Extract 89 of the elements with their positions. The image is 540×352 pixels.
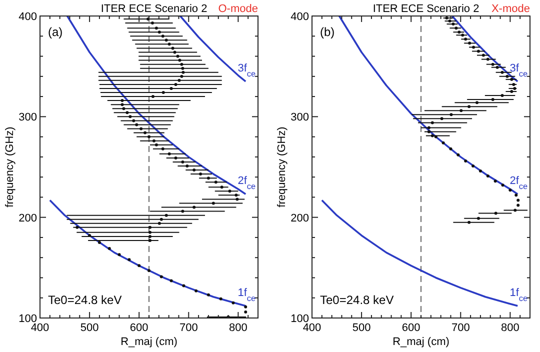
line-series <box>49 199 247 307</box>
point <box>452 22 455 26</box>
point <box>427 130 430 134</box>
series-label: 3f$_{ce}$ <box>510 62 528 78</box>
y-tick-label: 300 <box>290 112 309 124</box>
point <box>494 180 497 183</box>
point <box>494 212 498 215</box>
line-series <box>338 15 519 196</box>
annotation: Te0=24.8 keV <box>48 293 122 307</box>
point <box>430 121 434 124</box>
point <box>508 188 512 192</box>
x-tick-label: 500 <box>80 322 99 334</box>
y-tick-label: 200 <box>290 212 309 224</box>
point <box>440 117 444 120</box>
line-series <box>179 15 247 82</box>
y-tick-label: 400 <box>290 11 309 23</box>
point <box>461 34 464 37</box>
x-axis-title: R_maj (cm) <box>120 336 178 348</box>
point <box>476 50 480 53</box>
point <box>491 62 494 66</box>
line-series <box>321 199 519 307</box>
point <box>468 105 471 108</box>
series-label: 1f$_{ce}$ <box>510 286 528 302</box>
x-tick-label: 700 <box>179 322 198 334</box>
point <box>500 70 504 74</box>
point <box>472 164 475 168</box>
point <box>464 38 468 41</box>
point <box>501 184 504 187</box>
point <box>445 16 448 20</box>
line-series <box>451 15 519 82</box>
point <box>449 147 452 150</box>
point <box>506 74 509 78</box>
series-label: 1f$_{ce}$ <box>238 286 256 302</box>
point <box>478 170 482 173</box>
x-tick-label: 800 <box>229 322 248 334</box>
point <box>486 58 490 61</box>
point <box>513 86 516 90</box>
point <box>496 66 499 69</box>
point <box>464 159 468 162</box>
point <box>468 220 471 224</box>
point <box>486 174 490 178</box>
point <box>514 208 517 212</box>
point <box>482 54 485 57</box>
y-axis-title: frequency (GHz) <box>4 126 16 208</box>
y-tick-label: 200 <box>18 212 37 224</box>
y-tick-label: 300 <box>18 112 37 124</box>
x-axis-title: R_maj (cm) <box>392 336 450 348</box>
x-tick-label: 600 <box>130 322 148 334</box>
chart-title: ITER ECE Scenario 2 <box>372 3 480 15</box>
x-tick-label: 600 <box>402 322 420 334</box>
x-tick-label: 500 <box>352 322 371 334</box>
x-tick-label: 400 <box>30 322 50 334</box>
point <box>427 126 430 130</box>
point <box>456 153 460 156</box>
series-label: 3f$_{ce}$ <box>238 62 256 78</box>
point <box>442 141 445 144</box>
annotation: (b) <box>320 25 335 39</box>
point <box>510 78 514 81</box>
series-label: 2f$_{ce}$ <box>510 175 528 191</box>
point <box>516 198 520 202</box>
point <box>476 216 480 220</box>
y-axis-title: frequency (GHz) <box>276 126 288 208</box>
line-series <box>66 15 247 196</box>
point <box>500 94 504 98</box>
point <box>512 82 516 86</box>
point <box>458 30 461 34</box>
point <box>510 90 514 93</box>
chart-subtitle: O-mode <box>218 3 258 15</box>
point <box>475 101 478 104</box>
point <box>450 113 453 116</box>
x-tick-label: 400 <box>302 322 322 334</box>
point <box>430 134 434 138</box>
x-tick-label: 800 <box>501 322 520 334</box>
point <box>448 20 452 23</box>
point <box>460 109 463 112</box>
chart-subtitle: X-mode <box>491 3 530 15</box>
chart-title: ITER ECE Scenario 2 <box>100 3 208 15</box>
point <box>468 42 472 45</box>
point <box>514 194 518 197</box>
point <box>434 135 438 138</box>
y-tick-label: 400 <box>18 11 37 23</box>
point <box>454 26 458 30</box>
point <box>491 98 494 102</box>
point <box>472 46 476 49</box>
annotation: Te0=24.8 keV <box>320 293 394 307</box>
x-tick-label: 700 <box>451 322 470 334</box>
point <box>516 204 520 207</box>
annotation: (a) <box>48 25 63 39</box>
series-label: 2f$_{ce}$ <box>238 175 256 191</box>
